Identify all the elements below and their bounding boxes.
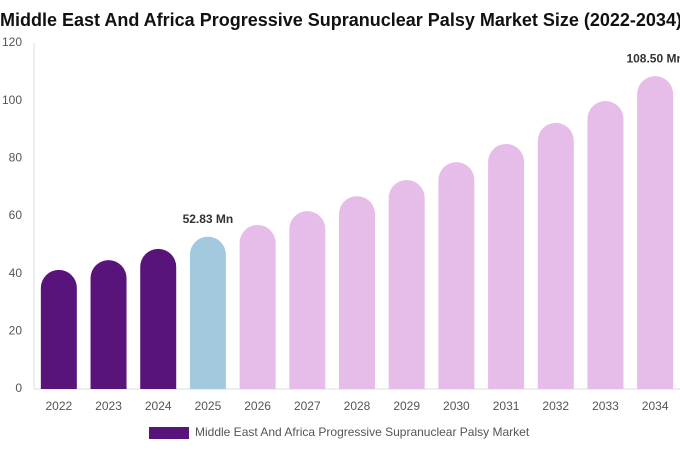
x-tick-label: 2033 (592, 399, 619, 413)
x-tick-label: 2027 (294, 399, 321, 413)
y-tick-label: 60 (9, 208, 23, 222)
x-tick-label: 2025 (195, 399, 222, 413)
y-tick-label: 20 (9, 324, 23, 338)
bar (90, 260, 127, 389)
x-tick-label: 2024 (145, 399, 172, 413)
chart-title: Middle East And Africa Progressive Supra… (0, 10, 680, 30)
y-tick-label: 40 (9, 266, 23, 280)
x-tick-label: 2022 (45, 399, 72, 413)
y-tick-label: 80 (9, 151, 23, 165)
bar (637, 76, 674, 390)
bar (40, 269, 77, 389)
x-tick-label: 2034 (642, 399, 669, 413)
x-tick-label: 2032 (542, 399, 569, 413)
y-tick-label: 120 (2, 35, 22, 49)
bar (289, 211, 326, 389)
x-tick-label: 2026 (244, 399, 271, 413)
x-tick-label: 2030 (443, 399, 470, 413)
bar (537, 122, 574, 389)
bar (189, 236, 226, 389)
value-label: 52.83 Mn (183, 212, 234, 226)
bar (388, 179, 425, 389)
x-tick-label: 2028 (344, 399, 371, 413)
y-tick-label: 100 (2, 93, 22, 107)
legend-swatch (149, 427, 189, 439)
value-label: 108.50 Mn (626, 51, 680, 65)
legend-label: Middle East And Africa Progressive Supra… (195, 425, 530, 439)
bar (140, 248, 177, 389)
bar (239, 224, 276, 389)
bar (339, 196, 375, 389)
bar (488, 143, 525, 389)
x-tick-label: 2023 (95, 399, 122, 413)
bar (587, 100, 624, 389)
x-tick-label: 2029 (393, 399, 420, 413)
bar (438, 162, 475, 389)
x-tick-label: 2031 (493, 399, 520, 413)
y-tick-label: 0 (15, 381, 22, 395)
